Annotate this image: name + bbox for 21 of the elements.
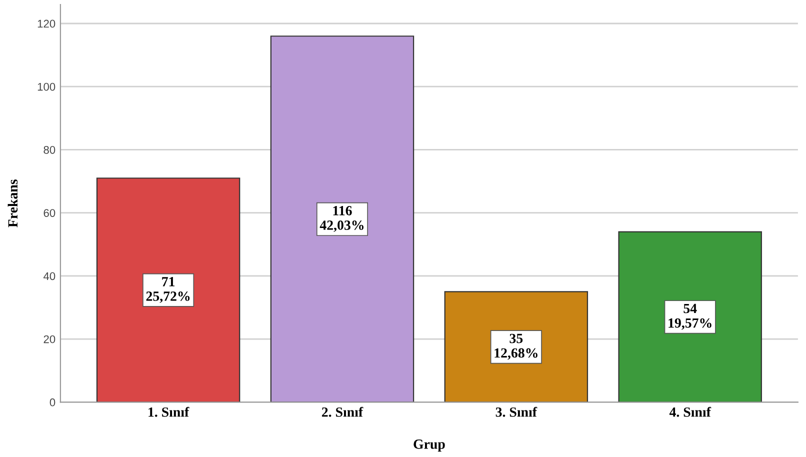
bar [96,178,240,402]
y-tick-label: 20 [44,335,56,344]
y-tick-label: 40 [43,272,56,280]
x-tick-label: 1. Sınıf [148,406,190,417]
y-axis-title: Frekans [8,180,18,228]
bar [618,231,762,402]
y-tick-label: 0 [50,398,56,406]
y-tick-label: 120 [38,20,56,28]
data-label: 116 42,03% [320,206,364,232]
y-tick-label: 100 [38,82,56,91]
y-tick-label: 80 [44,146,56,154]
x-tick-label: 2. Sınıf [322,406,364,417]
data-label: 35 12,68% [494,334,538,360]
x-axis-title: Grup [414,440,445,452]
bar [270,36,414,402]
data-label: 71 25,72% [146,277,190,303]
bar [444,291,588,402]
y-tick-label: 60 [44,209,56,217]
data-label: 54 19,57% [668,304,712,330]
x-tick-label: 4. Sınıf [669,406,712,417]
x-tick-label: 3. Sınıf [496,406,538,417]
